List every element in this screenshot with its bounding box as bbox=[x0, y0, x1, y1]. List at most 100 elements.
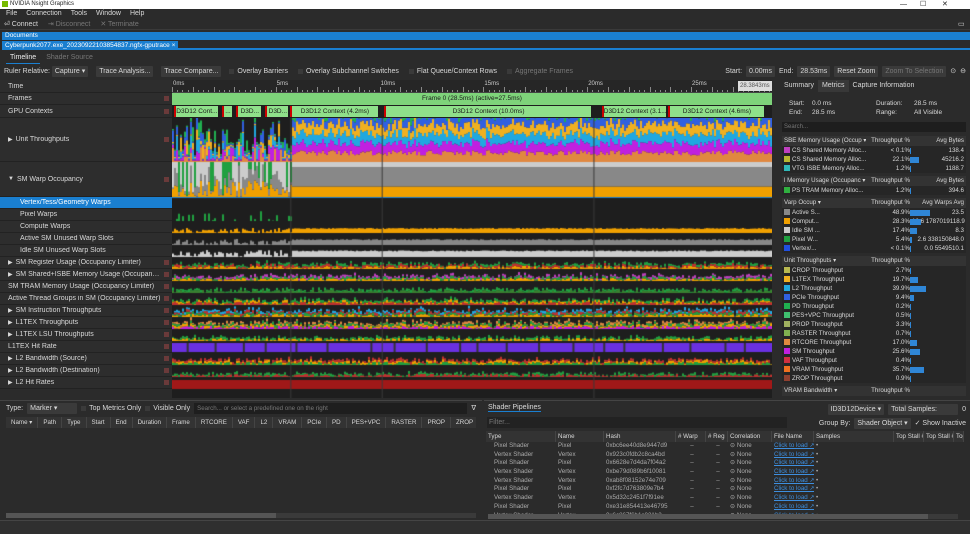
horizontal-scrollbar[interactable] bbox=[6, 513, 476, 518]
expand-arrow-icon[interactable]: ▶ bbox=[8, 380, 13, 386]
column-header[interactable]: PROP bbox=[422, 417, 451, 428]
frame-bar[interactable]: Frame 0 (28.5ms) (active=27.5ms) bbox=[172, 93, 772, 105]
show-inactive-checkbox[interactable]: ✓ Show Inactive bbox=[914, 420, 966, 427]
zoom-to-selection-button[interactable]: Zoom To Selection bbox=[882, 66, 947, 77]
ruler-relative-select[interactable]: Capture ▾ bbox=[51, 66, 89, 77]
metric-row[interactable]: SM Throughput 25.6% bbox=[782, 347, 966, 356]
column-header[interactable]: File Name bbox=[772, 431, 814, 442]
marker-search-input[interactable]: Search... or select a predefined one on … bbox=[194, 402, 468, 414]
filter-icon[interactable]: ∇ bbox=[471, 405, 476, 412]
row-color-swatch-icon[interactable] bbox=[164, 356, 169, 361]
horizontal-scrollbar[interactable] bbox=[488, 514, 958, 519]
timeline-row-l1tex-throughputs[interactable]: ▶ L1TEX Throughputs bbox=[0, 317, 172, 329]
column-header[interactable]: Path bbox=[38, 417, 63, 428]
metric-row[interactable]: PS TRAM Memory Alloc... 1.2% 394.6 bbox=[782, 186, 966, 195]
expand-arrow-icon[interactable]: ▶ bbox=[8, 332, 13, 338]
column-header[interactable]: RTCORE bbox=[196, 417, 233, 428]
tab-summary[interactable]: Summary bbox=[784, 82, 814, 89]
metric-row[interactable]: Vertex/... < 0.1% 0.0 5549510.1 bbox=[782, 244, 966, 253]
expand-arrow-icon[interactable]: ▶ bbox=[8, 320, 13, 326]
trace-analysis-button[interactable]: Trace Analysis... bbox=[96, 66, 154, 77]
gpu-context-block[interactable]: D3D12 Context (4.6ms) bbox=[668, 106, 764, 117]
timeline-row-compute-warps[interactable]: Compute Warps bbox=[0, 221, 172, 233]
flat-queue-checkbox[interactable]: Flat Queue/Context Rows bbox=[409, 66, 497, 78]
settings-icon[interactable]: ⊙ bbox=[950, 68, 957, 75]
column-header[interactable]: Name ▾ bbox=[6, 417, 39, 428]
timeline-row-l1tex-lsu-throughputs[interactable]: ▶ L1TEX LSU Throughputs bbox=[0, 329, 172, 341]
timeline-row-gpu-contexts[interactable]: GPU Contexts bbox=[0, 105, 172, 118]
file-name-link[interactable]: Click to load ↗ bbox=[774, 459, 814, 467]
metric-row[interactable]: ZROP Throughput 0.9% bbox=[782, 374, 966, 383]
gpu-context-block[interactable]: D3D12 Context (3.1... bbox=[601, 106, 667, 117]
time-ruler[interactable]: 0ms 5ms 10ms 15ms 20ms 25ms bbox=[172, 80, 772, 93]
collapse-arrow-icon[interactable]: ▼ bbox=[8, 176, 14, 182]
menu-tools[interactable]: Tools bbox=[70, 10, 88, 17]
shader-row[interactable]: Pixel Shader Pixel 0xe31e854413e46795 – – ⊝ N… bbox=[486, 503, 964, 512]
menu-file[interactable]: File bbox=[6, 10, 18, 17]
metric-row[interactable]: VAF Throughput 0.4% bbox=[782, 356, 966, 365]
expand-arrow-icon[interactable]: ▶ bbox=[8, 272, 13, 278]
shader-row[interactable]: Vertex Shader Vertex 0xab8f08152e74e709 – – ⊝… bbox=[486, 477, 964, 486]
gpu-context-block[interactable]: D3D12 Context (10.0ms) bbox=[383, 106, 592, 117]
document-tab[interactable]: Cyberpunk2077.exe_20230922103854837.ngfx… bbox=[2, 41, 179, 50]
column-header[interactable]: Hash bbox=[604, 431, 676, 442]
column-header[interactable]: Unit Throughputs ▾ bbox=[784, 257, 837, 264]
shader-row[interactable]: Pixel Shader Pixel 0x6628e7d4da7f04a2 – – ⊝ N… bbox=[486, 459, 964, 468]
row-color-swatch-icon[interactable] bbox=[164, 368, 169, 373]
row-color-swatch-icon[interactable] bbox=[164, 108, 169, 114]
end-input[interactable]: 28.53ms bbox=[797, 66, 831, 77]
row-color-swatch-icon[interactable] bbox=[164, 296, 169, 301]
shader-row[interactable]: Pixel Shader Pixel 0xbc6ee40d8e9447d9 – – ⊝ N… bbox=[486, 442, 964, 451]
file-name-link[interactable]: Click to load ↗ bbox=[774, 442, 814, 449]
disconnect-button[interactable]: ⇥ Disconnect bbox=[47, 21, 91, 28]
column-header[interactable]: Top Stal bbox=[956, 431, 964, 442]
metric-row[interactable]: CS Shared Memory Alloc... < 0.1% 138.4 bbox=[782, 146, 966, 155]
timeline-row-pixel-warps[interactable]: Pixel Warps bbox=[0, 209, 172, 221]
shader-row[interactable]: Vertex Shader Vertex 0x5d32c2451f7f91ee – – ⊝… bbox=[486, 494, 964, 503]
metric-row[interactable]: PROP Throughput 3.3% bbox=[782, 320, 966, 329]
column-header[interactable]: Avg Warps Avg bbox=[922, 199, 964, 206]
column-header[interactable]: Throughput % bbox=[871, 199, 910, 206]
metrics-graph-canvas[interactable] bbox=[172, 118, 772, 398]
column-header[interactable]: Name bbox=[556, 431, 604, 442]
column-header[interactable]: Avg Bytes bbox=[936, 137, 964, 144]
row-color-swatch-icon[interactable] bbox=[164, 380, 169, 385]
menu-connection[interactable]: Connection bbox=[26, 10, 62, 17]
metric-row[interactable]: Comput... 28.3% 13.6 1787019118.9 bbox=[782, 217, 966, 226]
expand-arrow-icon[interactable]: ▶ bbox=[8, 137, 13, 143]
close-button[interactable]: ✕ bbox=[942, 1, 948, 8]
timeline-row-sm-shared-isbe-memory-usage-occupancy-limit[interactable]: ▶ SM Shared+ISBE Memory Usage (Occupancy … bbox=[0, 269, 172, 281]
row-color-swatch-icon[interactable] bbox=[164, 308, 169, 313]
metric-row[interactable]: VRAM Throughput 35.7% bbox=[782, 365, 966, 374]
timeline-row-l1tex-hit-rate[interactable]: L1TEX Hit Rate bbox=[0, 341, 172, 353]
metric-row[interactable]: CS Shared Memory Alloc... 22.1% 45216.2 bbox=[782, 155, 966, 164]
tab-timeline[interactable]: Timeline bbox=[6, 52, 41, 64]
column-header[interactable]: Samples bbox=[814, 431, 894, 442]
column-header[interactable]: L2 bbox=[255, 417, 274, 428]
timeline-row-vertex-tess-geometry-warps[interactable]: Vertex/Tess/Geometry Warps bbox=[0, 197, 172, 209]
group-by-select[interactable]: Shader Object ▾ bbox=[854, 417, 911, 429]
timeline-row-time[interactable]: Time bbox=[0, 80, 172, 93]
row-color-swatch-icon[interactable] bbox=[164, 137, 169, 142]
timeline-row-active-sm-unused-warp-slots[interactable]: Active SM Unused Warp Slots bbox=[0, 233, 172, 245]
gpu-context-block[interactable]: D3D12 Cont... bbox=[174, 106, 218, 117]
options-icon[interactable]: ⊖ bbox=[960, 68, 966, 75]
menu-window[interactable]: Window bbox=[96, 10, 121, 17]
timeline-row-sm-instruction-throughputs[interactable]: ▶ SM Instruction Throughputs bbox=[0, 305, 172, 317]
shader-filter-input[interactable]: Filter... bbox=[487, 417, 787, 428]
column-header[interactable]: Throughput % bbox=[871, 177, 910, 184]
column-header[interactable]: # Warp bbox=[676, 431, 706, 442]
column-header[interactable]: Throughput % bbox=[871, 257, 910, 264]
terminate-button[interactable]: ✕ Terminate bbox=[100, 21, 139, 28]
tab-shader-pipelines[interactable]: Shader Pipelines bbox=[488, 404, 541, 412]
column-header[interactable]: VRAM Bandwidth ▾ bbox=[784, 387, 838, 394]
expand-arrow-icon[interactable]: ▶ bbox=[8, 368, 13, 374]
file-name-link[interactable]: Click to load ↗ bbox=[774, 502, 814, 510]
file-name-link[interactable]: Click to load ↗ bbox=[774, 476, 814, 484]
menu-help[interactable]: Help bbox=[129, 10, 145, 17]
top-metrics-checkbox[interactable]: Top Metrics Only bbox=[81, 405, 141, 412]
column-header[interactable]: Top Stall #2 bbox=[924, 431, 954, 442]
row-color-swatch-icon[interactable] bbox=[164, 320, 169, 325]
timeline-row-l2-hit-rates[interactable]: ▶ L2 Hit Rates bbox=[0, 377, 172, 389]
column-header[interactable]: Top Stall #1 bbox=[894, 431, 924, 442]
